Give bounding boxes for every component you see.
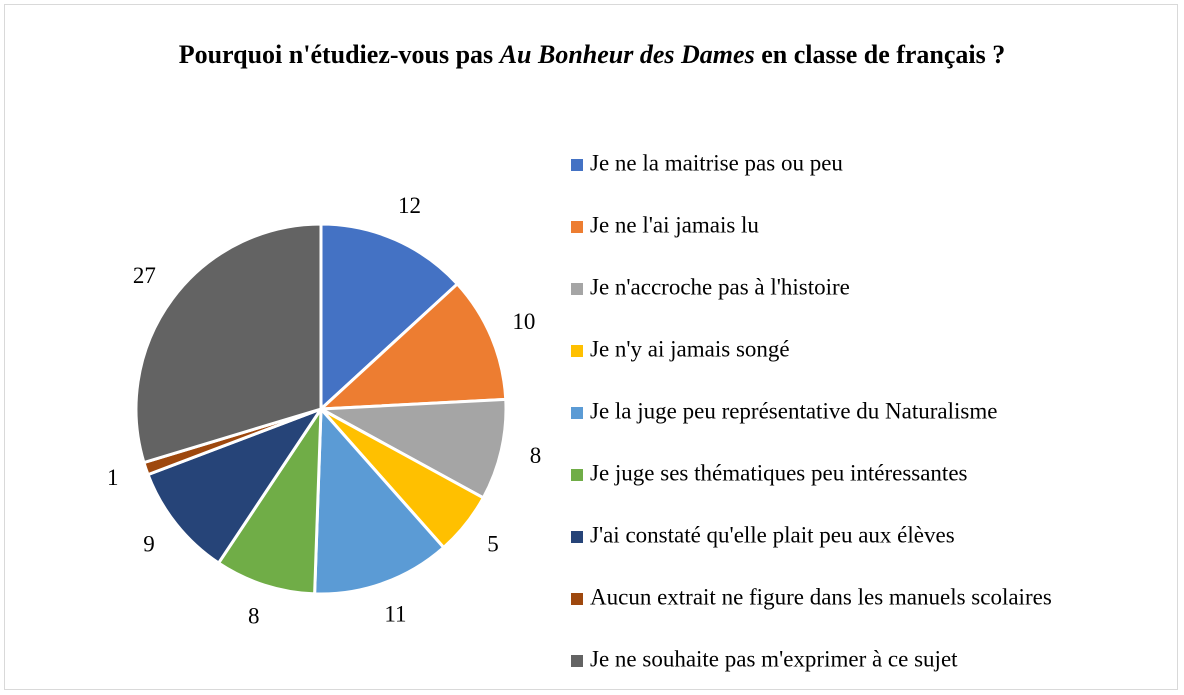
legend-label: Je n'y ai jamais songé <box>590 336 790 361</box>
title-italic: Au Bonheur des Dames <box>499 40 755 69</box>
legend-label: Aucun extrait ne figure dans les manuels… <box>590 584 1052 609</box>
data-label: 5 <box>487 531 499 556</box>
legend-label: J'ai constaté qu'elle plait peu aux élèv… <box>590 522 955 547</box>
legend-label: Je la juge peu représentative du Natural… <box>590 398 997 423</box>
data-label: 27 <box>133 263 156 288</box>
legend-swatch <box>571 469 583 481</box>
data-label: 12 <box>398 193 421 218</box>
pie-slice <box>146 405 325 566</box>
legend-swatch <box>571 283 583 295</box>
legend-label: Je ne l'ai jamais lu <box>590 212 759 237</box>
data-label: 8 <box>530 443 542 468</box>
legend-swatch <box>571 407 583 419</box>
legend-label: Je juge ses thématiques peu intéressante… <box>590 460 968 485</box>
legend-label: Je n'accroche pas à l'histoire <box>590 274 850 299</box>
data-label: 11 <box>384 601 406 626</box>
legend-swatch <box>571 345 583 357</box>
legend-swatch <box>571 221 583 233</box>
legend-label: Je ne la maitrise pas ou peu <box>590 150 843 175</box>
legend-swatch <box>571 531 583 543</box>
pie-slice <box>316 281 508 411</box>
legend-swatch <box>571 593 583 605</box>
pie-slice <box>134 222 323 465</box>
pie-slice <box>313 405 446 596</box>
data-label: 10 <box>512 309 535 334</box>
legend-label: Je ne souhaite pas m'exprimer à ce sujet <box>590 646 958 671</box>
pie-slice <box>216 403 323 596</box>
legend-swatch <box>571 655 583 667</box>
title-part: en classe de français ? <box>754 40 1006 69</box>
chart-frame <box>4 4 1178 690</box>
chart-title: Pourquoi n'étudiez-vous pas Au Bonheur d… <box>142 36 1042 74</box>
data-label: 9 <box>143 531 155 556</box>
data-label: 8 <box>248 604 260 629</box>
data-label: 1 <box>107 465 119 490</box>
legend-swatch <box>571 159 583 171</box>
pie-slice <box>319 222 460 413</box>
title-part: Pourquoi n'étudiez-vous pas <box>178 40 500 69</box>
pie-slice <box>315 397 508 500</box>
